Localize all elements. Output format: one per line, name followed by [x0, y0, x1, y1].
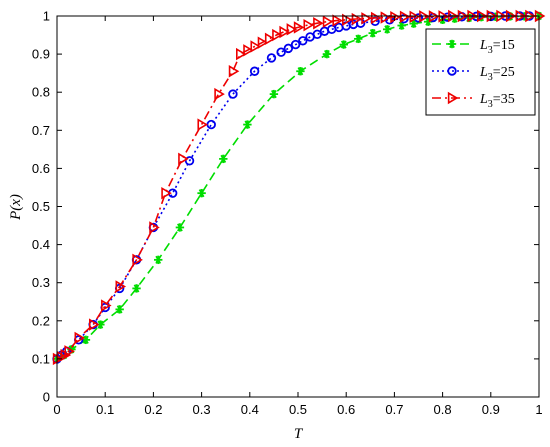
y-tick-label: 0.1 — [32, 351, 50, 366]
data-point — [264, 32, 276, 46]
x-tick-label: 0.3 — [193, 402, 211, 417]
axes: 0 0.1 0.2 0.3 0.4 0.5 0.6 0.7 0.8 0.9 1 0 0.1 0.2 0.3 0… — [32, 9, 543, 418]
x-tick-label: 0.9 — [482, 402, 500, 417]
data-point — [149, 221, 160, 234]
legend-label: L3=15 — [479, 38, 515, 56]
data-point — [298, 36, 308, 46]
data-point — [266, 53, 277, 63]
x-tick-label: 0.5 — [289, 402, 307, 417]
data-point — [293, 21, 305, 34]
data-point — [283, 43, 294, 54]
data-point — [115, 280, 127, 293]
x-tick-label: 1 — [535, 402, 542, 417]
data-point — [413, 13, 424, 23]
x-tick-label: 0.6 — [337, 402, 355, 417]
data-point — [243, 120, 252, 129]
data-point — [197, 188, 206, 198]
data-point — [313, 17, 324, 30]
data-point — [249, 66, 260, 76]
data-point — [399, 10, 411, 23]
data-point — [236, 47, 247, 61]
data-point — [88, 318, 100, 331]
y-tick-label: 0.5 — [32, 199, 50, 214]
data-point — [442, 12, 453, 22]
data-point — [228, 65, 240, 78]
data-point — [303, 18, 315, 32]
x-axis-label: T — [294, 426, 304, 442]
data-point — [243, 44, 254, 57]
legend-marker — [447, 66, 457, 76]
legend-marker — [447, 39, 457, 49]
data-point — [219, 154, 228, 164]
y-tick-label: 0.4 — [32, 237, 50, 252]
x-tick-label: 0.1 — [96, 402, 114, 417]
legend-entry-2: L3=35 — [432, 91, 515, 110]
x-tick-label: 0 — [53, 402, 60, 417]
data-point — [296, 67, 305, 76]
x-tick-label: 0.7 — [385, 402, 403, 417]
data-point — [132, 284, 141, 293]
data-point — [269, 89, 279, 99]
data-point — [279, 25, 290, 39]
data-point — [354, 34, 363, 44]
y-tick-label: 0.8 — [32, 85, 50, 100]
legend-entry-0: L3=15 — [432, 38, 515, 56]
x-tick-label: 0.2 — [144, 402, 162, 417]
data-point — [332, 14, 343, 27]
y-tick-label: 0 — [43, 390, 50, 405]
data-point — [390, 10, 401, 24]
legend-label: L3=35 — [479, 92, 515, 110]
data-point — [339, 40, 348, 49]
y-tick-label: 1 — [43, 9, 50, 24]
data-point — [382, 25, 392, 34]
data-point — [64, 345, 75, 358]
x-tick-label: 0.8 — [434, 402, 452, 417]
data-point — [154, 255, 163, 265]
legend-label: L3=25 — [479, 65, 515, 83]
data-point — [286, 23, 298, 36]
data-point — [178, 152, 189, 166]
data-point — [409, 10, 421, 23]
y-axis-label: P(x) — [8, 194, 24, 221]
data-point — [322, 49, 332, 59]
data-point — [272, 28, 283, 42]
data-point — [351, 12, 363, 26]
data-point — [290, 39, 301, 50]
data-point — [115, 305, 124, 314]
data-point — [380, 11, 392, 24]
data-point — [184, 156, 195, 166]
data-point — [214, 87, 225, 101]
legend: L3=15 L3=25 L3=35 — [425, 28, 536, 116]
data-point — [276, 47, 286, 57]
data-point — [132, 253, 143, 267]
y-tick-label: 0.3 — [32, 275, 50, 290]
data-point — [368, 28, 377, 38]
data-point — [342, 13, 353, 27]
data-point — [257, 36, 269, 49]
legend-entry-1: L3=25 — [432, 65, 515, 83]
y-tick-label: 0.6 — [32, 161, 50, 176]
data-point — [250, 40, 261, 53]
data-point — [161, 186, 172, 200]
data-point — [74, 331, 86, 345]
data-point — [322, 15, 334, 28]
series-line-2 — [56, 15, 539, 360]
legend-box — [425, 28, 536, 116]
y-tick-label: 0.9 — [32, 47, 50, 62]
data-point — [197, 118, 208, 131]
y-tick-label: 0.7 — [32, 123, 50, 138]
y-tick-label: 0.2 — [32, 313, 50, 328]
x-tick-label: 0.4 — [241, 402, 259, 417]
data-point — [101, 299, 112, 312]
legend-marker — [447, 91, 459, 105]
data-point — [175, 223, 185, 232]
data-point — [228, 89, 238, 99]
